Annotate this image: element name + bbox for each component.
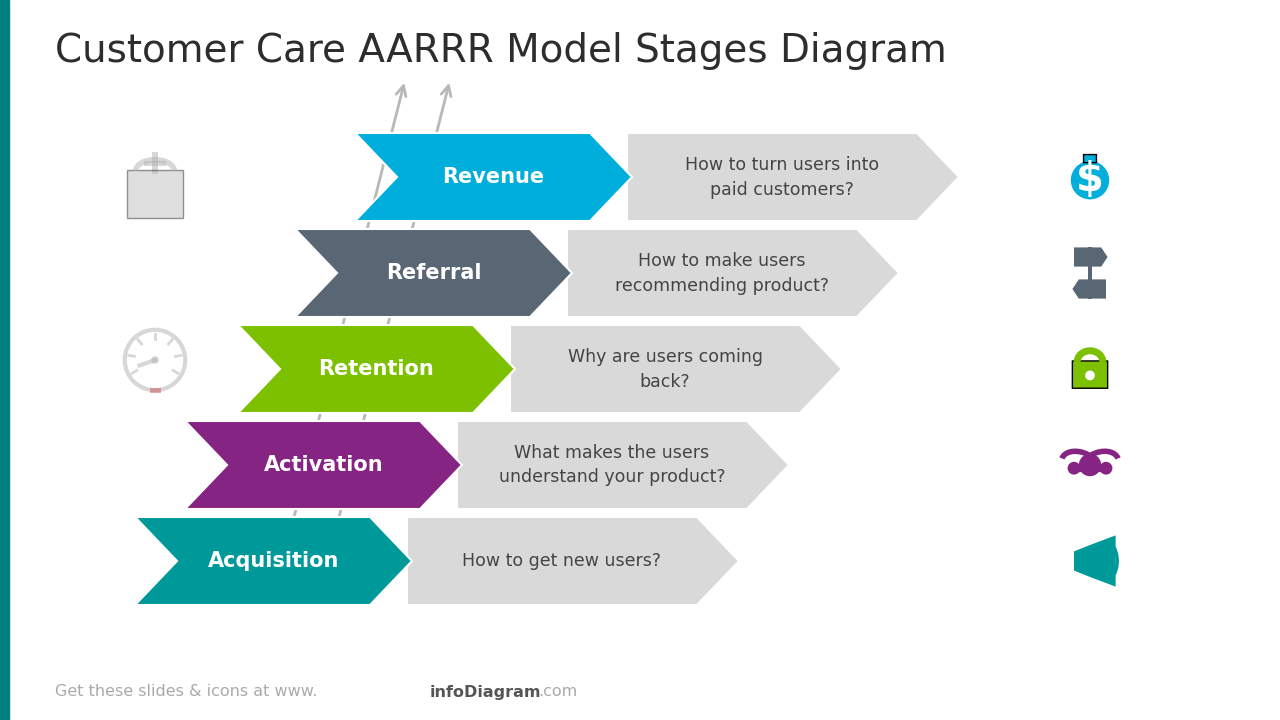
Text: Get these slides & icons at www.: Get these slides & icons at www. [55,685,317,700]
Text: Acquisition: Acquisition [207,551,339,571]
Polygon shape [1074,545,1091,577]
Polygon shape [186,421,462,509]
Circle shape [1068,462,1080,474]
Polygon shape [509,325,842,413]
FancyBboxPatch shape [127,171,183,218]
Circle shape [1079,454,1101,476]
Text: Customer Care AARRR Model Stages Diagram: Customer Care AARRR Model Stages Diagram [55,32,947,70]
Bar [152,151,159,174]
Circle shape [124,330,186,390]
Polygon shape [1074,248,1107,266]
Bar [150,387,160,393]
Text: .com: .com [538,685,577,700]
Text: $: $ [1076,161,1103,200]
Text: Activation: Activation [264,455,383,475]
Bar [0,0,9,720]
Circle shape [1085,372,1094,379]
Text: Revenue: Revenue [443,167,544,187]
Polygon shape [457,421,788,509]
Polygon shape [355,133,632,221]
Bar [143,161,166,166]
Text: What makes the users
understand your product?: What makes the users understand your pro… [499,444,726,487]
Text: infoDiagram: infoDiagram [430,685,541,700]
Circle shape [1071,161,1110,199]
Polygon shape [627,133,959,221]
Polygon shape [407,517,739,605]
Bar [1088,248,1092,299]
Text: Retention: Retention [319,359,434,379]
Polygon shape [134,517,412,605]
Text: How to get new users?: How to get new users? [462,552,662,570]
Polygon shape [1091,536,1116,587]
Polygon shape [238,325,515,413]
Polygon shape [567,229,899,317]
FancyBboxPatch shape [1073,361,1107,388]
Circle shape [1100,462,1112,474]
Text: How to turn users into
paid customers?: How to turn users into paid customers? [685,156,879,199]
Text: Referral: Referral [385,263,481,283]
Polygon shape [294,229,572,317]
Text: How to make users
recommending product?: How to make users recommending product? [614,251,829,294]
Text: Why are users coming
back?: Why are users coming back? [567,348,763,390]
FancyBboxPatch shape [1084,155,1097,163]
Circle shape [151,356,159,364]
Polygon shape [1073,279,1106,299]
